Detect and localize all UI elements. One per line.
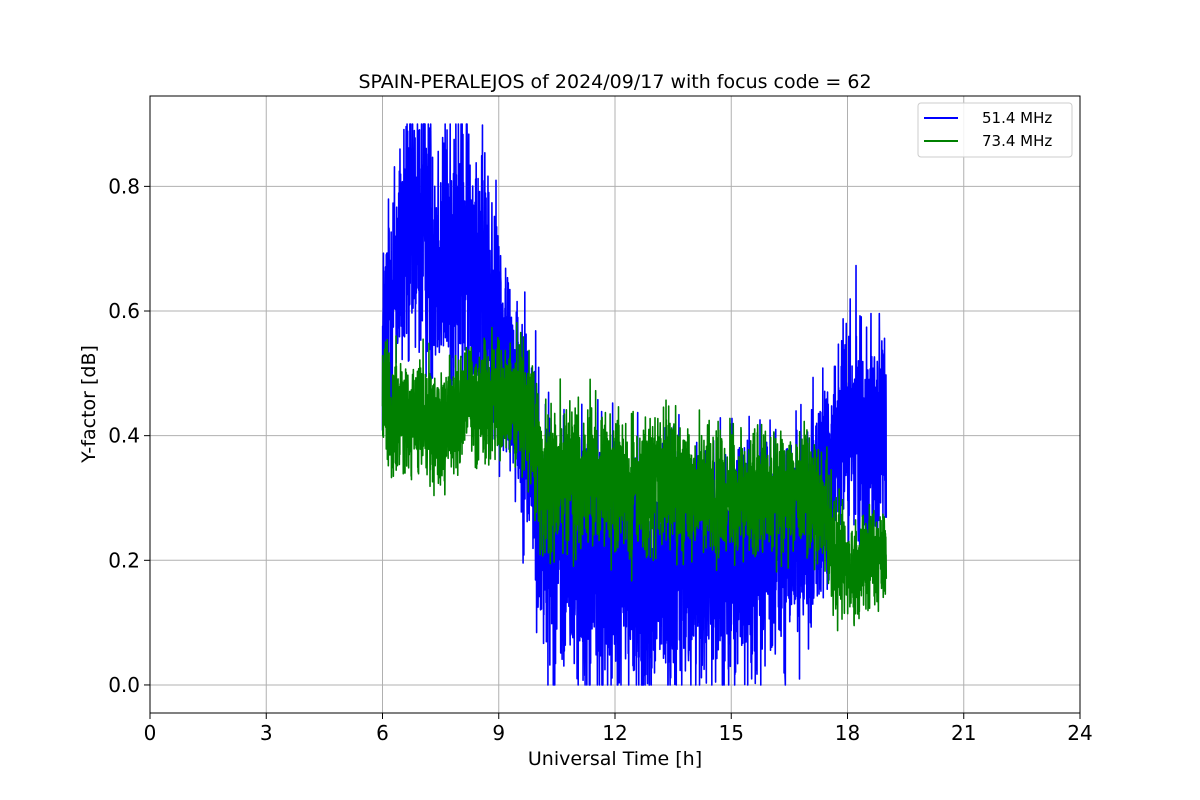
x-tick-label: 9	[492, 721, 505, 745]
x-tick-label: 15	[719, 721, 744, 745]
series-layer	[381, 123, 888, 686]
x-tick-label: 3	[260, 721, 273, 745]
series-line-51mhz	[381, 123, 888, 686]
x-tick-label: 6	[376, 721, 389, 745]
x-tick-label: 18	[835, 721, 860, 745]
legend-label-73mhz: 73.4 MHz	[982, 132, 1052, 150]
x-tick-label: 21	[951, 721, 976, 745]
x-tick-label: 0	[144, 721, 157, 745]
y-tick-label: 0.0	[108, 673, 140, 697]
y-tick-label: 0.2	[108, 548, 140, 572]
x-tick-label: 24	[1067, 721, 1092, 745]
chart-title: SPAIN-PERALEJOS of 2024/09/17 with focus…	[358, 71, 871, 93]
y-tick-label: 0.6	[108, 299, 140, 323]
y-tick-label: 0.8	[108, 174, 140, 198]
y-tick-label: 0.4	[108, 424, 140, 448]
x-axis-label: Universal Time [h]	[528, 748, 702, 770]
y-axis-label: Y-factor [dB]	[78, 345, 100, 464]
ticks: 0 3 6 9 12 15 18 21 24 0.0 0.2 0.4 0.6 0.8	[108, 174, 1093, 745]
legend-box	[917, 102, 1073, 158]
series-line-73mhz	[381, 321, 888, 632]
legend-label-51mhz: 51.4 MHz	[982, 109, 1052, 127]
legend: 51.4 MHz 73.4 MHz	[917, 102, 1073, 158]
x-tick-label: 12	[602, 721, 627, 745]
